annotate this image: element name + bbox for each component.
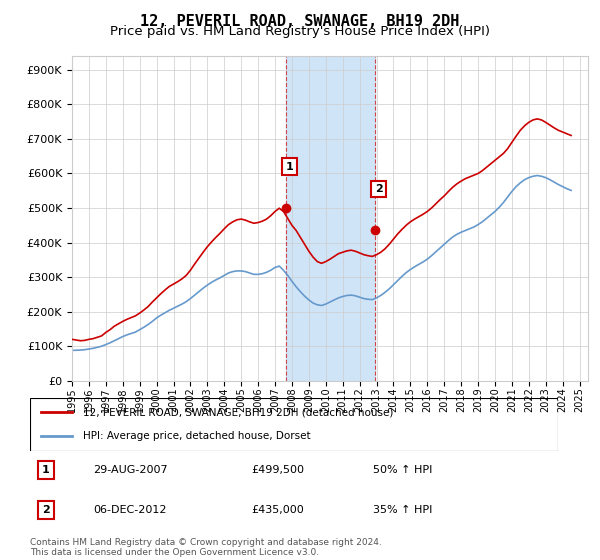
Text: £435,000: £435,000 xyxy=(252,505,305,515)
Text: Price paid vs. HM Land Registry's House Price Index (HPI): Price paid vs. HM Land Registry's House … xyxy=(110,25,490,38)
Text: £499,500: £499,500 xyxy=(252,465,305,475)
Text: Contains HM Land Registry data © Crown copyright and database right 2024.
This d: Contains HM Land Registry data © Crown c… xyxy=(30,538,382,557)
Bar xyxy=(286,56,375,381)
Text: 29-AUG-2007: 29-AUG-2007 xyxy=(94,465,168,475)
Text: 35% ↑ HPI: 35% ↑ HPI xyxy=(373,505,433,515)
Text: HPI: Average price, detached house, Dorset: HPI: Average price, detached house, Dors… xyxy=(83,431,310,441)
Text: 1: 1 xyxy=(286,162,293,172)
Text: 2: 2 xyxy=(374,184,382,194)
Text: 06-DEC-2012: 06-DEC-2012 xyxy=(94,505,167,515)
Text: 12, PEVERIL ROAD, SWANAGE, BH19 2DH: 12, PEVERIL ROAD, SWANAGE, BH19 2DH xyxy=(140,14,460,29)
Text: 12, PEVERIL ROAD, SWANAGE, BH19 2DH (detached house): 12, PEVERIL ROAD, SWANAGE, BH19 2DH (det… xyxy=(83,408,393,418)
Text: 50% ↑ HPI: 50% ↑ HPI xyxy=(373,465,433,475)
Text: 1: 1 xyxy=(42,465,50,475)
Text: 2: 2 xyxy=(42,505,50,515)
